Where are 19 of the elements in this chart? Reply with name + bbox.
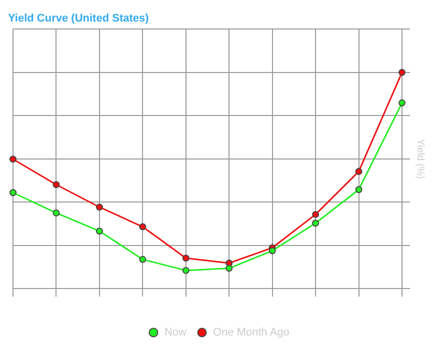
chart-title: Yield Curve (United States) (8, 12, 150, 25)
point (10, 156, 16, 163)
point (312, 210, 320, 218)
point (10, 189, 16, 196)
point (139, 223, 146, 230)
point (182, 266, 190, 274)
point (355, 168, 362, 175)
point (52, 209, 60, 216)
point (398, 99, 406, 106)
point (312, 220, 320, 227)
point (355, 186, 362, 194)
point (398, 68, 406, 76)
point (139, 256, 146, 263)
point (96, 228, 103, 235)
point (52, 181, 60, 188)
point (182, 254, 190, 262)
point (268, 247, 276, 254)
point (226, 264, 233, 272)
point (96, 204, 103, 211)
